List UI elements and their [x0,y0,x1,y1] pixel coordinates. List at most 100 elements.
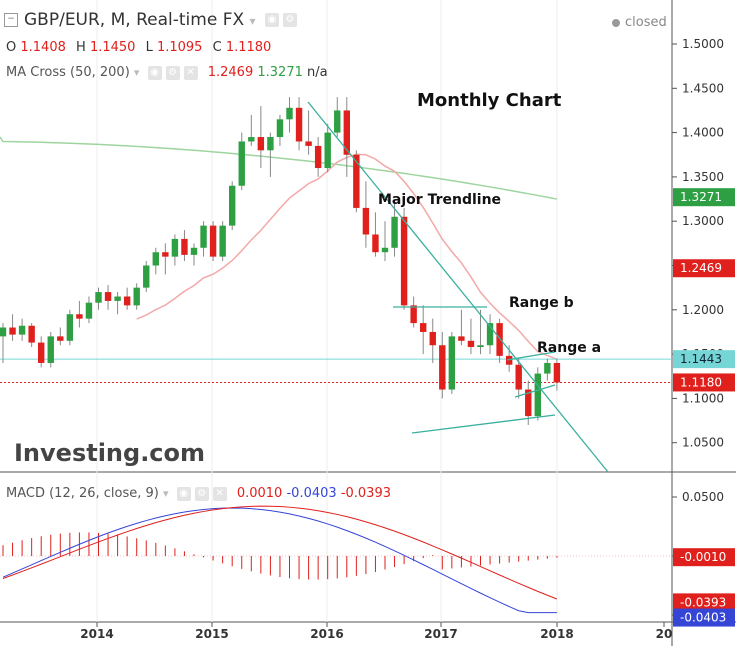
candle-body [448,336,456,390]
candle-body [534,373,541,417]
symbol-header[interactable]: − GBP/EUR, M, Real-time FX ▾ ◉ ⚙ [4,10,297,30]
macd-badge: -0.0010 [680,550,726,564]
time-tick-label: 2014 [80,627,113,641]
candle-body [248,137,255,142]
candle-body [477,345,484,348]
candle-body [85,302,93,319]
candle-body [458,336,465,341]
candle-body [439,345,446,390]
ma200-line [0,136,558,200]
price-tick-label: 1.5000 [682,37,724,51]
annotation-range-b: Range b [509,295,574,311]
time-tick-label: 2015 [195,627,228,641]
candle-body [171,238,179,257]
candle-body [190,247,198,255]
candle-body [276,119,284,138]
price-tick-label: 1.4500 [682,81,724,95]
candle-body [18,325,26,335]
macd-row[interactable]: MACD (12, 26, close, 9) ▾ ◉ ⚙ ✕ 0.0010 -0.… [6,486,391,501]
candle-body [219,225,226,257]
price-badge-bg [673,373,735,392]
macd-badge: -0.0403 [680,611,726,625]
symbol-title: GBP/EUR, M, Real-time FX [24,10,245,30]
candle-body [305,141,312,146]
collapse-icon[interactable]: − [4,13,18,27]
price-badge: 1.1443 [680,352,722,366]
annotation-major-trendline: Major Trendline [378,192,501,208]
macd-label[interactable]: MACD (12, 26, close, 9) [6,486,159,501]
candle-body [324,132,331,169]
macd-badge-bg [673,593,735,612]
candle-body [162,252,169,257]
candle-body [515,364,522,390]
eye-icon[interactable]: ◉ [147,65,162,80]
candle-body [123,296,131,306]
eye-icon[interactable]: ◉ [176,486,191,501]
gear-icon[interactable]: ⚙ [282,13,297,27]
candle-body [0,327,7,337]
price-badge: 1.1180 [680,375,722,389]
price-badge: 1.2469 [680,261,722,275]
chevron-down-icon[interactable]: ▾ [133,66,140,79]
high-label: H [76,40,86,55]
price-tick-label: 1.3000 [682,214,724,228]
macd-line-value: -0.0403 [286,486,337,501]
market-status: closed [612,15,667,30]
candle-body [143,265,150,288]
candle-body [372,234,379,253]
candle-body [381,247,389,253]
open-value: 1.1408 [20,40,66,55]
candle-body [66,314,74,341]
candle-body [229,185,236,226]
close-icon[interactable]: ✕ [212,486,227,501]
chevron-down-icon[interactable]: ▾ [249,14,256,28]
close-value: 1.1180 [225,40,272,55]
eye-icon[interactable]: ◉ [264,13,279,27]
gear-icon[interactable]: ⚙ [194,486,209,501]
macd-badge-bg [673,548,735,567]
price-badge-bg [673,259,735,278]
candle-body [9,327,16,335]
candle-body [429,331,436,346]
macd-badge: -0.0393 [680,595,726,609]
candle-body [200,225,207,248]
time-tick-label: 20 [656,627,673,641]
price-tick-label: 1.2000 [682,303,724,317]
candle-body [544,362,551,374]
candle-body [181,238,188,255]
candle-body [104,292,112,301]
ma-cross-label[interactable]: MA Cross (50, 200) [6,65,130,80]
price-tick-label: 1.4000 [682,126,724,140]
close-icon[interactable]: ✕ [183,65,198,80]
price-tick-label: 1.1000 [682,391,724,405]
ma-cross-row[interactable]: MA Cross (50, 200) ▾ ◉ ⚙ ✕ 1.2469 1.3271 n… [6,65,328,80]
candle-body [57,336,64,341]
candle-body [400,216,408,306]
candle-body [314,145,322,169]
low-label: L [145,40,153,55]
range-b-bottom-line [411,414,556,434]
candle-body [295,107,303,142]
macd-badge-bg [673,608,735,627]
price-badge-bg [673,188,735,207]
candle-body [209,225,217,257]
gear-icon[interactable]: ⚙ [165,65,180,80]
chevron-down-icon[interactable]: ▾ [163,487,169,500]
candle-body [152,252,159,266]
macd-signal-line [2,505,558,600]
time-tick-label: 2016 [310,627,343,641]
candle-body [133,287,140,306]
time-tick-label: 2017 [424,627,457,641]
candle-body [496,323,503,356]
price-badge: 1.3271 [680,190,722,204]
candle-body [114,296,121,301]
range-a-top-line [506,351,556,361]
candle-body [420,323,427,332]
candle-body [391,216,398,248]
status-text: closed [625,15,667,30]
price-tick-label: 1.0500 [682,436,724,450]
candle-body [286,107,293,120]
candle-body [257,137,265,151]
